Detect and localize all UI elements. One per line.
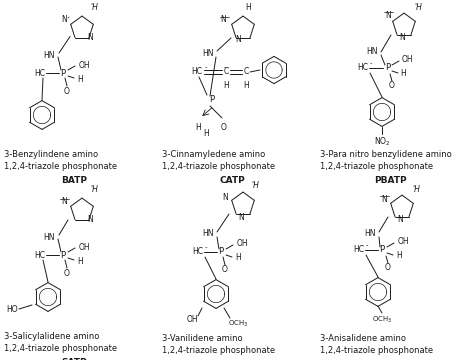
Text: HN: HN	[202, 230, 214, 238]
Text: N: N	[381, 194, 387, 203]
Text: 3-Cinnamyledene amino: 3-Cinnamyledene amino	[162, 150, 265, 159]
Text: 3-Benzylindene amino: 3-Benzylindene amino	[4, 150, 98, 159]
Text: O: O	[64, 86, 70, 95]
Text: 3-Salicylalidene amino: 3-Salicylalidene amino	[4, 332, 100, 341]
Text: OH: OH	[398, 238, 410, 247]
Text: 1,2,4-triazole phosphonate: 1,2,4-triazole phosphonate	[162, 346, 275, 355]
Text: -: -	[366, 242, 368, 248]
Text: N: N	[235, 36, 241, 45]
Text: P: P	[380, 246, 384, 255]
Text: BATP: BATP	[61, 176, 87, 185]
Text: H: H	[77, 256, 83, 266]
Text: O: O	[221, 123, 227, 132]
Text: H: H	[243, 81, 249, 90]
Text: 3-Anisalidene amino: 3-Anisalidene amino	[320, 334, 406, 343]
Text: P: P	[61, 251, 65, 260]
Text: OCH$_3$: OCH$_3$	[228, 319, 248, 329]
Text: PBATP: PBATP	[374, 176, 406, 185]
Text: 3-Vanilidene amino: 3-Vanilidene amino	[162, 334, 243, 343]
Text: P: P	[210, 95, 215, 104]
Text: N: N	[397, 215, 403, 224]
Text: H: H	[195, 123, 201, 132]
Text: 1,2,4-triazole phosphonate: 1,2,4-triazole phosphonate	[4, 162, 117, 171]
Text: -: -	[205, 244, 208, 250]
Text: HC: HC	[191, 68, 202, 77]
Text: -: -	[224, 64, 226, 70]
Text: HO: HO	[6, 305, 18, 314]
Text: N: N	[220, 15, 226, 24]
Text: HC: HC	[34, 68, 45, 77]
Text: 'H: 'H	[251, 181, 259, 190]
Text: -: -	[205, 64, 208, 70]
Text: 1,2,4-triazole phosphonate: 1,2,4-triazole phosphonate	[320, 162, 433, 171]
Text: OCH$_3$: OCH$_3$	[372, 315, 392, 325]
Text: HN: HN	[44, 233, 55, 242]
Text: HN: HN	[44, 50, 55, 59]
Text: OH: OH	[402, 55, 414, 64]
Text: O: O	[222, 266, 228, 274]
Text: H: H	[77, 75, 83, 84]
Text: HC: HC	[192, 248, 203, 256]
Text: C: C	[243, 68, 249, 77]
Text: 3-Para nitro benzylidene amino: 3-Para nitro benzylidene amino	[320, 150, 452, 159]
Text: N: N	[385, 10, 391, 19]
Text: 1,2,4-triazole phosphonate: 1,2,4-triazole phosphonate	[4, 344, 117, 353]
Text: SATP: SATP	[61, 358, 87, 360]
Text: N: N	[61, 15, 67, 24]
Text: 'H: 'H	[412, 184, 420, 194]
Text: CATP: CATP	[219, 176, 245, 185]
Text: OH: OH	[79, 60, 91, 69]
Text: HC: HC	[34, 251, 45, 260]
Text: P: P	[61, 68, 65, 77]
Text: O: O	[389, 81, 395, 90]
Text: H: H	[245, 4, 251, 13]
Text: N: N	[61, 198, 67, 207]
Text: H: H	[223, 81, 229, 90]
Text: HC: HC	[357, 63, 368, 72]
Text: N: N	[87, 216, 93, 225]
Text: C: C	[223, 68, 228, 77]
Text: N: N	[238, 212, 244, 221]
Text: N: N	[87, 33, 93, 42]
Text: P: P	[385, 63, 391, 72]
Text: H: H	[235, 253, 241, 262]
Text: HN: HN	[365, 230, 376, 238]
Text: N: N	[222, 194, 228, 202]
Text: 'H: 'H	[414, 3, 422, 12]
Text: HN: HN	[202, 49, 214, 58]
Text: 1,2,4-triazole phosphonate: 1,2,4-triazole phosphonate	[162, 162, 275, 171]
Text: 1,2,4-triazole phosphonate: 1,2,4-triazole phosphonate	[320, 346, 433, 355]
Text: OH: OH	[237, 239, 249, 248]
Text: HN: HN	[366, 48, 378, 57]
Text: H: H	[203, 130, 209, 139]
Text: HC: HC	[353, 246, 364, 255]
Text: P: P	[219, 248, 224, 256]
Text: 'H: 'H	[90, 4, 98, 13]
Text: 'H: 'H	[90, 185, 98, 194]
Text: O: O	[385, 264, 391, 273]
Text: NO$_2$: NO$_2$	[374, 136, 391, 148]
Text: H: H	[400, 69, 406, 78]
Text: N: N	[399, 32, 405, 41]
Text: OH: OH	[79, 243, 91, 252]
Text: -: -	[370, 60, 373, 66]
Text: O: O	[64, 269, 70, 278]
Text: H: H	[396, 252, 402, 261]
Text: OH: OH	[186, 315, 198, 324]
